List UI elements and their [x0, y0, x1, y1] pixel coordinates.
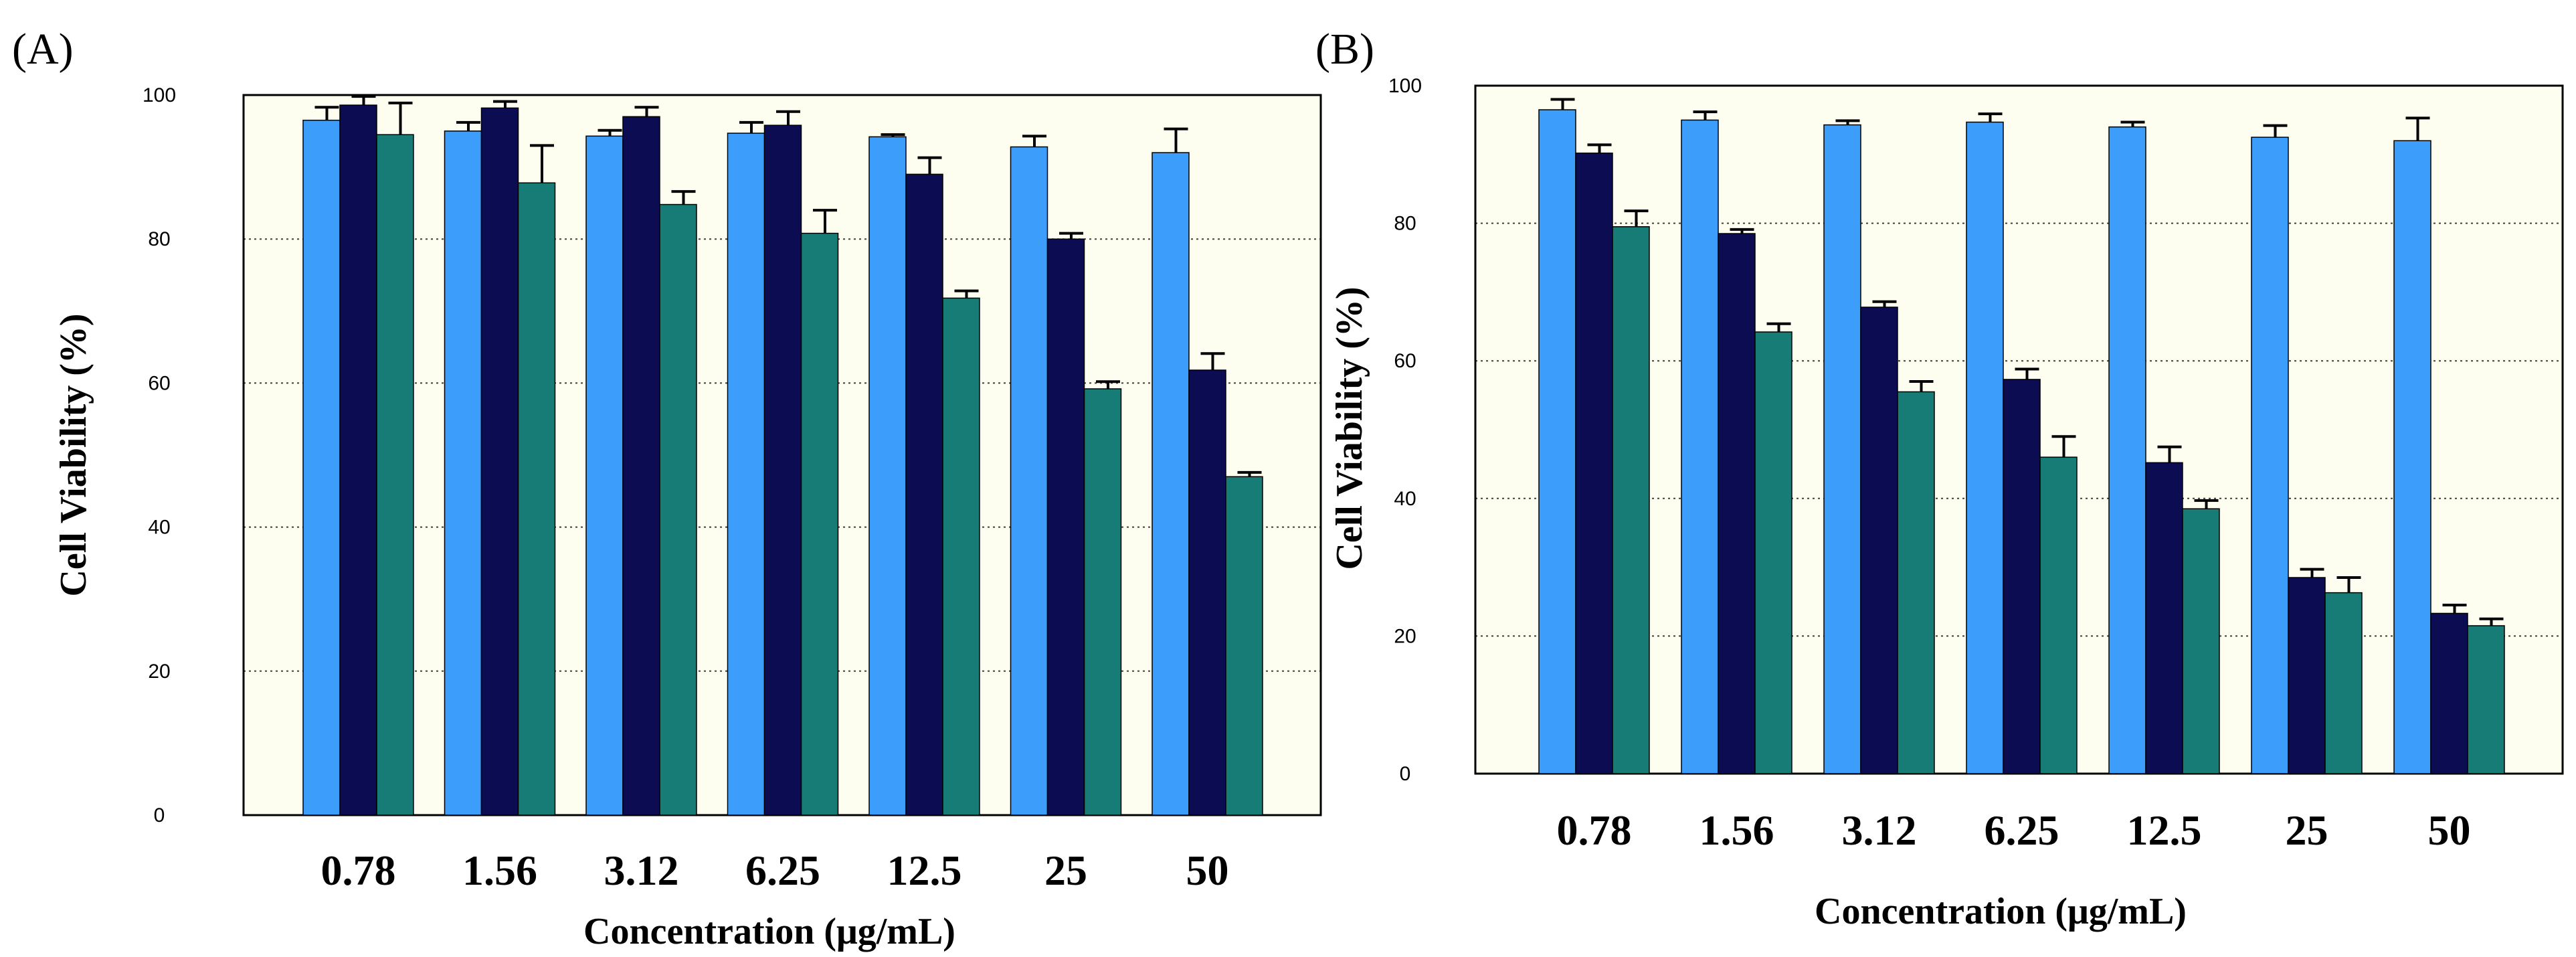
- panel-b-series-2-3-12-bar: [1860, 307, 1898, 774]
- panel-a-series-2-12-5-bar: [905, 173, 943, 816]
- panel-a-y-tick-0: 0: [154, 804, 165, 826]
- panel-b-series-1-25-bar: [2251, 137, 2289, 774]
- panel-a-series-3-12-5-bar: [942, 297, 980, 816]
- panel-a-x-tick-0-78: 0.78: [321, 847, 396, 894]
- panel-b-x-tick-25: 25: [2286, 806, 2328, 854]
- panel-a-label: (A): [12, 25, 74, 74]
- panel-b-series-3-3-12-bar: [1897, 391, 1935, 774]
- panel-a-series-1-12-5-bar: [868, 136, 907, 816]
- panel-b-x-tick-3-12: 3.12: [1842, 806, 1917, 854]
- panel-a-series-3-50-bar: [1225, 476, 1263, 816]
- panel-a-x-ticks: 0.78 1.56 3.12 6.25 12.5 25 50: [321, 847, 1229, 894]
- panel-b-gridlines: [1475, 85, 2563, 637]
- panel-b-y-tick-60: 60: [1394, 350, 1416, 372]
- panel-b-y-tick-20: 20: [1394, 625, 1416, 647]
- panel-b-series-1-50-bar: [2393, 140, 2431, 774]
- panel-a-series-1-50-bar: [1152, 152, 1190, 816]
- panel-b-series-2-0-78-bar: [1575, 152, 1613, 774]
- panel-a-series-3-1-56-bar: [517, 182, 556, 816]
- panel-a-y-tick-100: 100: [143, 84, 176, 106]
- panel-a-y-tick-80: 80: [148, 228, 170, 250]
- panel-b-series-3-25-bar: [2324, 592, 2363, 774]
- panel-a-series-1-3-12-bar: [585, 135, 624, 816]
- panel-a-error-bars: [314, 95, 1262, 477]
- panel-b-x-tick-6-25: 6.25: [1985, 806, 2059, 854]
- panel-b-series-1-12-5-bar: [2108, 126, 2146, 774]
- panel-a-series-2-0-78-bar: [339, 104, 377, 816]
- panel-b-series-1-1-56-bar: [1681, 119, 1719, 774]
- panel-a-y-ticks: 0 20 40 60 80 100: [143, 84, 176, 826]
- panel-a-x-tick-1-56: 1.56: [462, 847, 537, 894]
- panel-b-x-ticks: 0.78 1.56 3.12 6.25 12.5 25 50: [1557, 806, 2471, 854]
- panel-b-y-tick-0: 0: [1400, 763, 1411, 785]
- panel-b-y-tick-100: 100: [1388, 75, 1422, 97]
- panel-a-series-1-1-56-bar: [444, 130, 482, 816]
- panel-a-x-axis-title: Concentration (μg/mL): [583, 911, 955, 952]
- panel-b-series-2-1-56-bar: [1718, 233, 1756, 774]
- panel-a-series-1-6-25-bar: [727, 133, 765, 816]
- panel-b-series-3-50-bar: [2467, 625, 2505, 774]
- panel-a-bars: [302, 104, 1263, 816]
- panel-a-series-2-25-bar: [1046, 238, 1085, 816]
- panel-a-series-3-0-78-bar: [376, 134, 414, 816]
- panel-b-x-tick-12-5: 12.5: [2127, 806, 2202, 854]
- panel-b-label: (B): [1315, 25, 1374, 74]
- panel-b-x-axis-title: Concentration (μg/mL): [1815, 891, 2187, 932]
- panel-b-x-tick-1-56: 1.56: [1699, 806, 1774, 854]
- panel-b-series-1-6-25-bar: [1966, 121, 2004, 774]
- panel-a-x-tick-12-5: 12.5: [887, 847, 962, 894]
- panel-a-series-2-3-12-bar: [622, 116, 660, 816]
- panel-b-y-ticks: 0 20 40 60 80 100: [1388, 75, 1422, 785]
- panel-a-y-tick-40: 40: [148, 517, 170, 539]
- panel-b-series-2-50-bar: [2430, 612, 2468, 774]
- panel-a-y-tick-20: 20: [148, 661, 170, 683]
- panel-a-series-3-25-bar: [1083, 388, 1122, 816]
- panel-b-x-tick-0-78: 0.78: [1557, 806, 1632, 854]
- panel-b-series-1-0-78-bar: [1538, 109, 1576, 774]
- panel-b-series-1-3-12-bar: [1823, 124, 1861, 774]
- panel-a-y-axis-title: Cell Viability (%): [53, 313, 94, 596]
- panel-a-series-2-50-bar: [1188, 369, 1226, 816]
- panel-a-series-1-25-bar: [1010, 146, 1048, 816]
- panel-b-y-tick-40: 40: [1394, 488, 1416, 510]
- panel-a: (A) 0 20 40 60 80 100 0.78 1.56 3.12 6.25 12.5 25 5…: [12, 25, 1322, 952]
- panel-b: (B) 0 20 40 60 80 100 0.78 1.56 3.12 6.25 12.5 25 5…: [1315, 25, 2564, 932]
- panel-a-x-tick-6-25: 6.25: [745, 847, 820, 894]
- panel-b-series-3-1-56-bar: [1754, 331, 1792, 774]
- panel-a-series-2-1-56-bar: [480, 107, 519, 816]
- panel-b-series-2-12-5-bar: [2145, 462, 2183, 774]
- panel-a-series-3-3-12-bar: [659, 203, 697, 816]
- panel-a-y-tick-60: 60: [148, 372, 170, 394]
- panel-b-y-tick-80: 80: [1394, 213, 1416, 235]
- panel-b-series-2-25-bar: [2288, 577, 2326, 774]
- panel-a-series-2-6-25-bar: [763, 124, 802, 816]
- panel-b-bars: [1538, 109, 2505, 774]
- panel-b-y-axis-title: Cell Viability (%): [1329, 286, 1370, 570]
- panel-a-series-3-6-25-bar: [800, 232, 839, 816]
- panel-b-series-3-6-25-bar: [2039, 456, 2078, 774]
- panel-b-series-3-0-78-bar: [1612, 226, 1650, 774]
- panel-b-error-bars: [1550, 98, 2504, 626]
- panel-a-x-tick-25: 25: [1044, 847, 1087, 894]
- panel-b-series-2-6-25-bar: [2003, 379, 2041, 774]
- panel-a-series-1-0-78-bar: [302, 119, 341, 816]
- panel-a-x-tick-3-12: 3.12: [604, 847, 679, 894]
- panel-b-x-tick-50: 50: [2428, 806, 2471, 854]
- panel-b-series-3-12-5-bar: [2182, 508, 2220, 774]
- panel-a-x-tick-50: 50: [1186, 847, 1229, 894]
